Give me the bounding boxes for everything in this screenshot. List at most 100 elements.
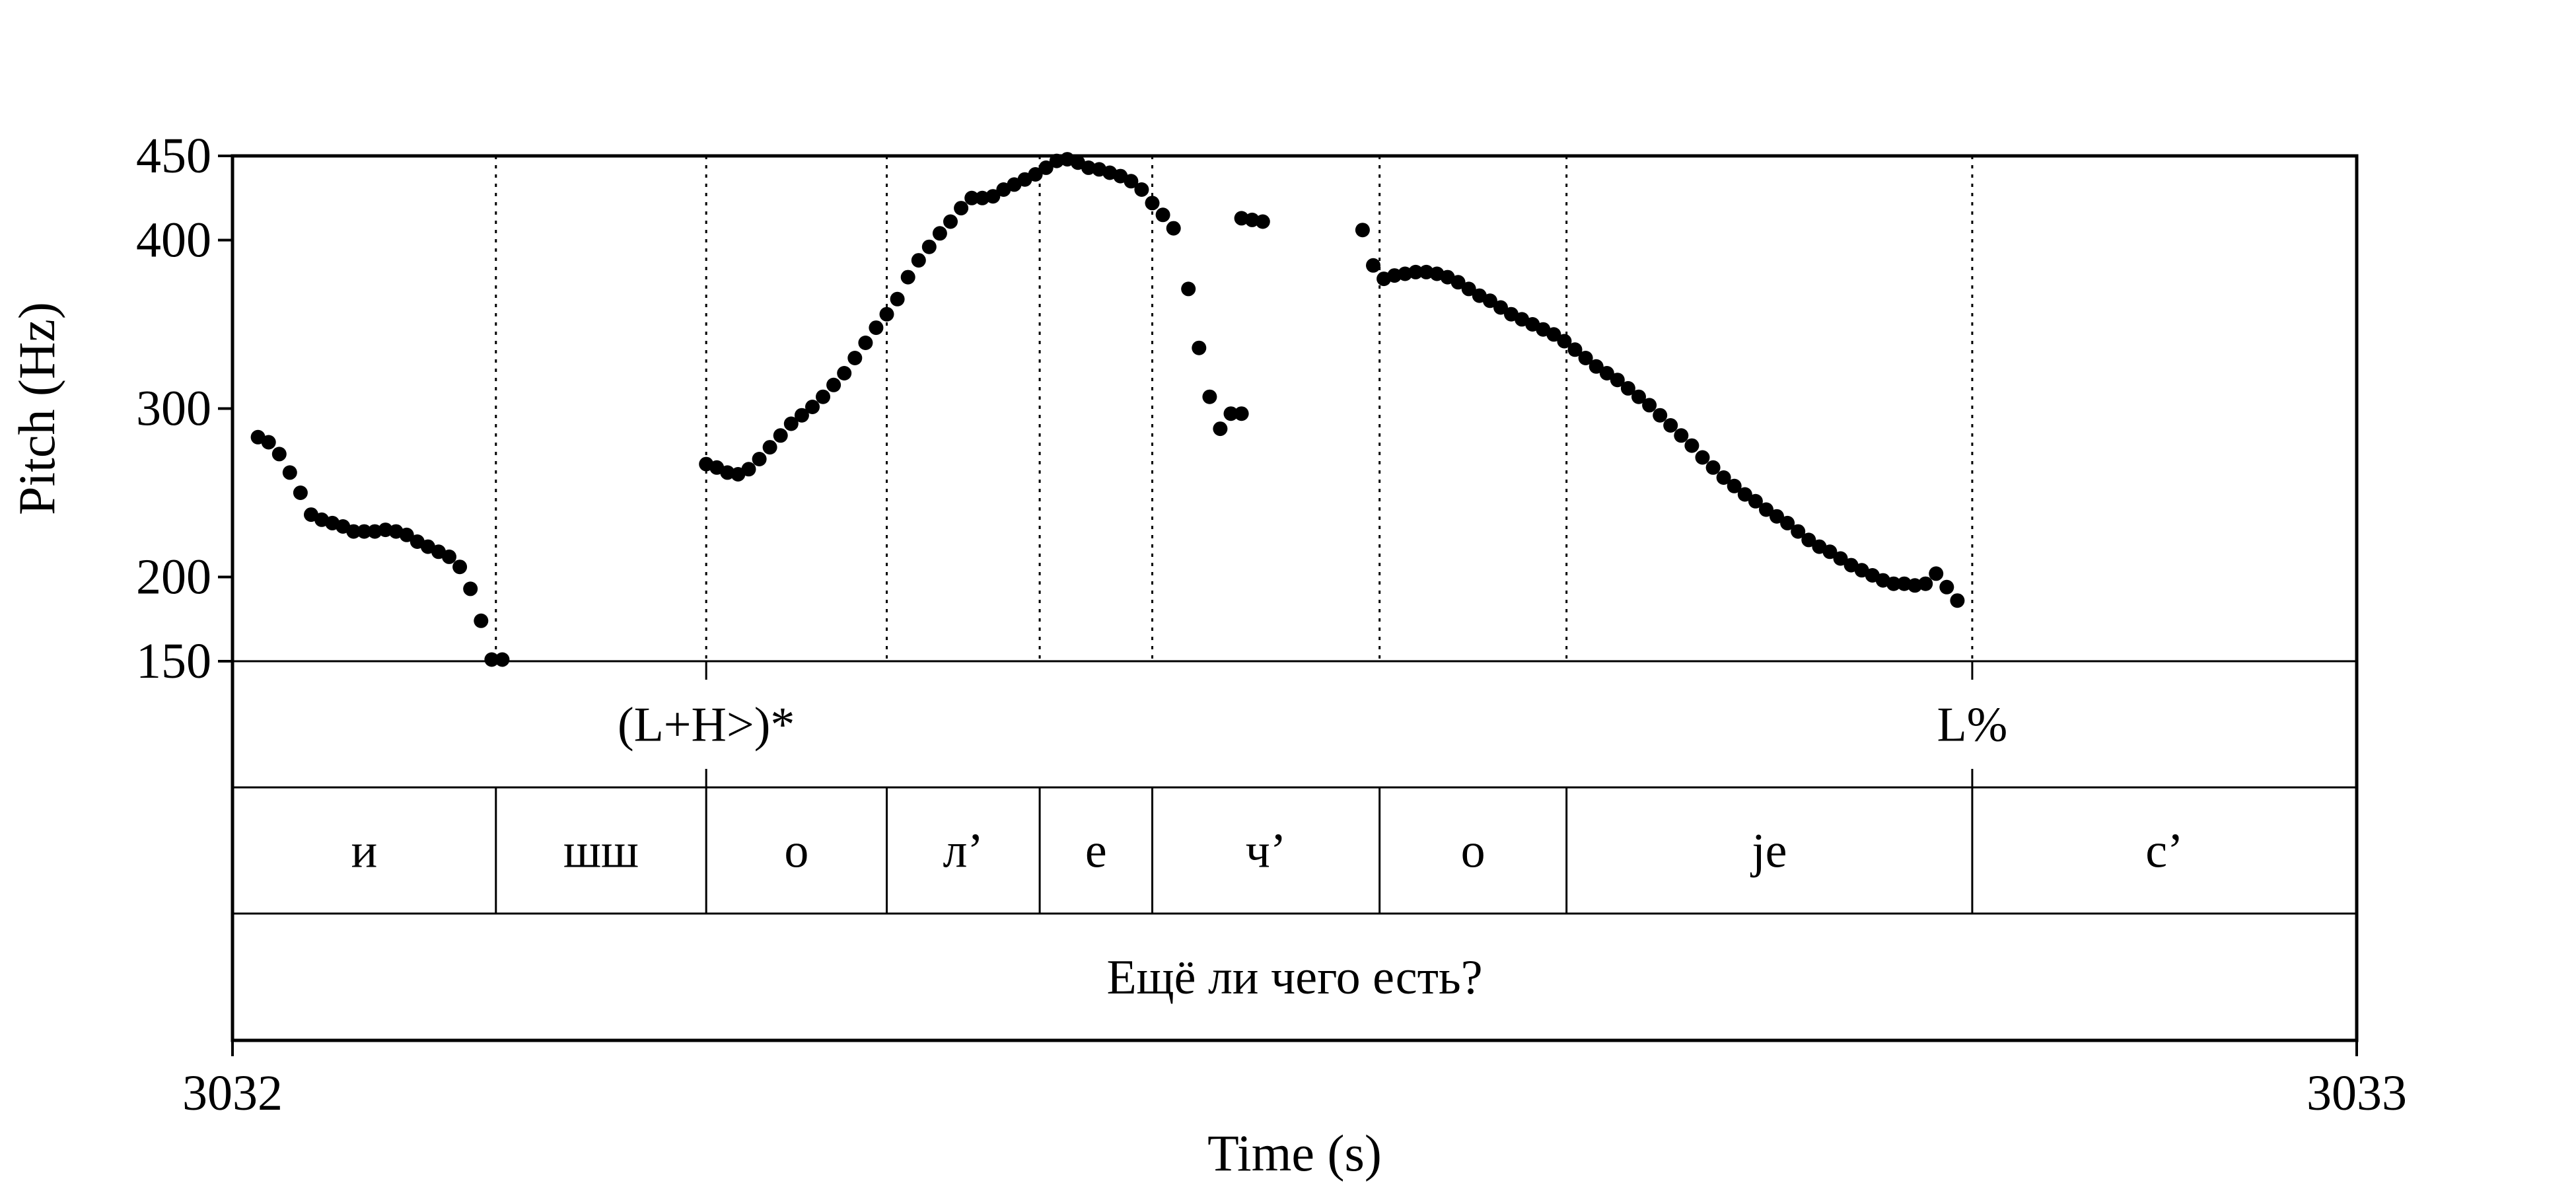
pitch-point	[773, 428, 788, 443]
pitch-point	[752, 452, 767, 466]
pitch-point	[1727, 478, 1742, 493]
pitch-point	[985, 189, 1001, 204]
pitch-point	[847, 351, 863, 365]
pitch-point	[1461, 281, 1476, 297]
pitch-point	[900, 270, 915, 285]
segment-label: je	[1750, 824, 1787, 879]
pitch-point	[794, 408, 809, 423]
pitch-point	[261, 435, 276, 450]
segment-label: с’	[2145, 824, 2184, 879]
pitch-point	[474, 613, 489, 628]
annotation-tiers: (L+H>)* L% и шш o л’ e ч’ o je с’ Ещё ли чего есть?	[351, 661, 2184, 1005]
pitch-point	[293, 486, 308, 500]
pitch-point	[1610, 373, 1625, 388]
pitch-point	[1567, 342, 1583, 357]
pitch-point	[1599, 366, 1614, 380]
y-tick-label: 400	[136, 213, 211, 268]
pitch-point	[1028, 167, 1043, 182]
pitch-point	[1642, 398, 1657, 413]
pitch-point	[858, 336, 873, 350]
x-tick-label: 3033	[2307, 1065, 2407, 1121]
pitch-point	[1770, 509, 1784, 524]
pitch-point	[1674, 428, 1689, 443]
pitch-point	[932, 226, 947, 241]
pitch-point	[1124, 174, 1139, 189]
pitch-point	[921, 239, 937, 254]
pitch-point	[1631, 389, 1646, 404]
pitch-point	[1546, 327, 1561, 342]
pitch-point	[1366, 258, 1380, 273]
pitch-point	[1049, 153, 1064, 168]
pitch-point	[1213, 421, 1228, 437]
pitch-point	[1493, 300, 1508, 315]
pitch-point	[1620, 380, 1635, 396]
utterance-label: Ещё ли чего есть?	[1106, 951, 1482, 1005]
pitch-point	[495, 652, 510, 667]
pitch-point	[1166, 221, 1181, 236]
pitch-point	[783, 416, 799, 431]
y-tick-label: 300	[136, 381, 211, 437]
pitch-point	[1557, 334, 1572, 349]
pitch-point	[1684, 438, 1699, 453]
pitch-point	[1918, 576, 1933, 591]
segment-label: л’	[943, 824, 984, 879]
pitch-point	[1578, 351, 1593, 365]
pitch-point	[463, 581, 478, 596]
pitch-point	[1234, 211, 1249, 226]
pitch-point	[1663, 418, 1678, 433]
pitch-point	[1155, 207, 1170, 223]
pitch-point	[1653, 408, 1668, 423]
pitch-point	[1145, 196, 1160, 211]
pitch-point	[1822, 544, 1838, 559]
pitch-point	[911, 253, 926, 268]
pitch-point	[1801, 532, 1816, 548]
pitch-point	[1886, 576, 1901, 591]
tone-label: L%	[1937, 698, 2007, 752]
y-axis-label: Pitch (Hz)	[8, 302, 65, 515]
pitch-point	[282, 465, 297, 480]
pitch-point	[1748, 493, 1763, 509]
pitch-point	[1482, 293, 1497, 308]
pitch-point	[1202, 389, 1217, 404]
pitch-point	[762, 440, 777, 455]
segment-label: e	[1085, 824, 1107, 879]
axes: 150 200 300 400 450 Pitch (Hz) 3032 3033 Time (s…	[8, 128, 2407, 1182]
pitch-point	[837, 366, 852, 380]
pitch-point	[869, 320, 884, 336]
pitch-points	[250, 152, 1965, 667]
pitch-point	[399, 527, 414, 542]
pitch-point	[1192, 340, 1207, 355]
pitch-point	[741, 462, 756, 477]
pitch-point	[890, 291, 905, 306]
pitch-point	[1705, 460, 1721, 475]
segment-label: шш	[563, 824, 639, 879]
tier-boundary-lines	[495, 156, 1974, 661]
pitch-point	[1716, 470, 1731, 485]
pitch-point	[879, 306, 894, 322]
segment-label: и	[351, 824, 378, 879]
pitch-point	[367, 524, 382, 539]
x-axis-label: Time (s)	[1207, 1124, 1382, 1182]
pitch-point	[1255, 214, 1270, 229]
pitch-point	[1737, 487, 1752, 502]
pitch-point	[1791, 524, 1806, 539]
pitch-point	[1081, 160, 1096, 175]
pitch-point	[346, 524, 361, 539]
pitch-point	[816, 389, 830, 404]
pitch-point	[805, 400, 820, 414]
pitch-point	[954, 201, 969, 216]
pitch-point	[1223, 406, 1238, 421]
pitch-point	[1134, 182, 1149, 197]
pitch-point	[1181, 281, 1196, 297]
segment-label: ч’	[1246, 824, 1287, 879]
pitch-point	[442, 549, 456, 564]
pitch-point	[1833, 551, 1848, 566]
tone-label: (L+H>)*	[618, 698, 795, 752]
pitch-point	[826, 377, 841, 392]
pitch-point	[943, 214, 958, 229]
y-tick-label: 450	[136, 128, 211, 184]
y-tick-label: 150	[136, 633, 211, 689]
pitch-point	[1950, 593, 1965, 608]
pitch-point	[271, 447, 287, 462]
